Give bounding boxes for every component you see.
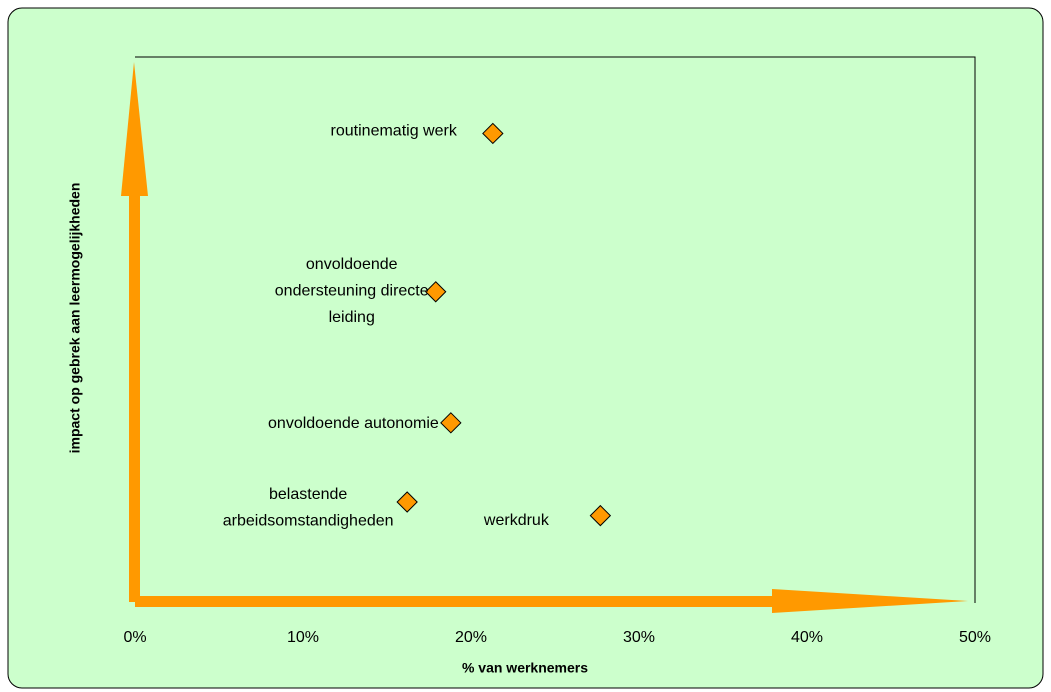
point-label: belastende (269, 486, 347, 503)
point-label: onvoldoende autonomie (268, 415, 439, 432)
point-label: ondersteuning directe (275, 282, 429, 299)
x-arrow-head (772, 589, 968, 613)
point-label: routinematig werk (331, 123, 458, 140)
marker (425, 281, 447, 303)
x-tick-label: 10% (287, 629, 319, 646)
point-label: werkdruk (483, 512, 550, 529)
marker (440, 412, 462, 434)
point-label: leiding (329, 309, 375, 326)
y-axis-title: impact op gebrek aan leermogelijkheden (67, 183, 83, 454)
x-arrow-shaft (135, 596, 780, 607)
plot-area (135, 57, 975, 603)
marker (482, 122, 504, 145)
x-tick-label: 30% (623, 629, 655, 646)
x-tick-label: 20% (455, 629, 487, 646)
point-label: arbeidsomstandigheden (223, 513, 394, 530)
x-axis-title: % van werknemers (462, 660, 588, 676)
plot-border (135, 56, 976, 603)
x-tick-label: 0% (123, 629, 146, 646)
marker (396, 491, 418, 513)
point-label: onvoldoende (306, 256, 398, 273)
y-arrow-shaft (129, 190, 140, 602)
marker (589, 504, 612, 527)
x-tick-label: 40% (791, 629, 823, 646)
x-tick-label: 50% (959, 629, 991, 646)
y-arrow-head (121, 62, 148, 196)
